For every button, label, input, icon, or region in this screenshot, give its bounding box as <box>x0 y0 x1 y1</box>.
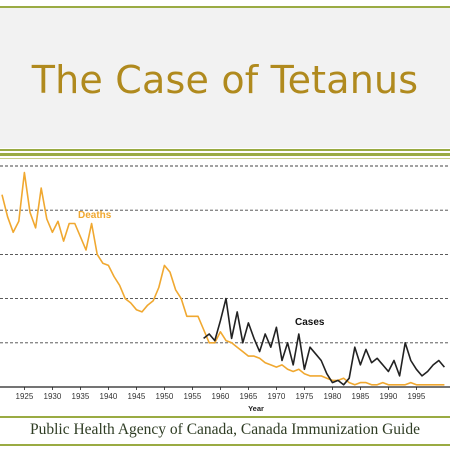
x-tick-label: 1960 <box>212 392 230 401</box>
title-divider-rule-thick <box>0 153 450 156</box>
x-axis-label: Year <box>248 404 264 413</box>
top-rule <box>0 6 450 8</box>
chart-area: 1925 1930 1935 1940 1945 1950 1955 1960 1965 1970… <box>0 160 450 416</box>
deaths-annotation: Deaths <box>78 210 112 221</box>
x-tick-label: 1970 <box>268 392 286 401</box>
deaths-series-line <box>1 171 445 386</box>
x-tick-label: 1995 <box>408 392 426 401</box>
x-tick-label: 1940 <box>100 392 118 401</box>
footer-rule-top <box>0 416 450 418</box>
x-tick-label: 1990 <box>380 392 398 401</box>
source-citation: Public Health Agency of Canada, Canada I… <box>30 421 420 438</box>
x-tick-label: 1980 <box>324 392 342 401</box>
x-tick-label: 1930 <box>44 392 62 401</box>
title-band <box>0 8 450 148</box>
x-tick-label: 1935 <box>72 392 90 401</box>
x-tick-label: 1985 <box>352 392 370 401</box>
x-tick-label: 1955 <box>184 392 202 401</box>
x-tick-label: 1965 <box>240 392 258 401</box>
title-divider-rule <box>0 149 450 151</box>
x-tick-label: 1925 <box>16 392 34 401</box>
tetanus-line-chart: 1925 1930 1935 1940 1945 1950 1955 1960 1965 1970… <box>0 165 450 413</box>
cases-series-line <box>203 297 446 386</box>
cases-annotation: Cases <box>295 317 325 328</box>
title-divider-rule-thin <box>0 158 450 159</box>
x-tick-label: 1945 <box>128 392 146 401</box>
slide-title: The Case of Tetanus <box>31 58 419 102</box>
x-tick-label: 1950 <box>156 392 174 401</box>
footer-rule-bottom <box>0 444 450 446</box>
x-tick-label: 1975 <box>296 392 314 401</box>
